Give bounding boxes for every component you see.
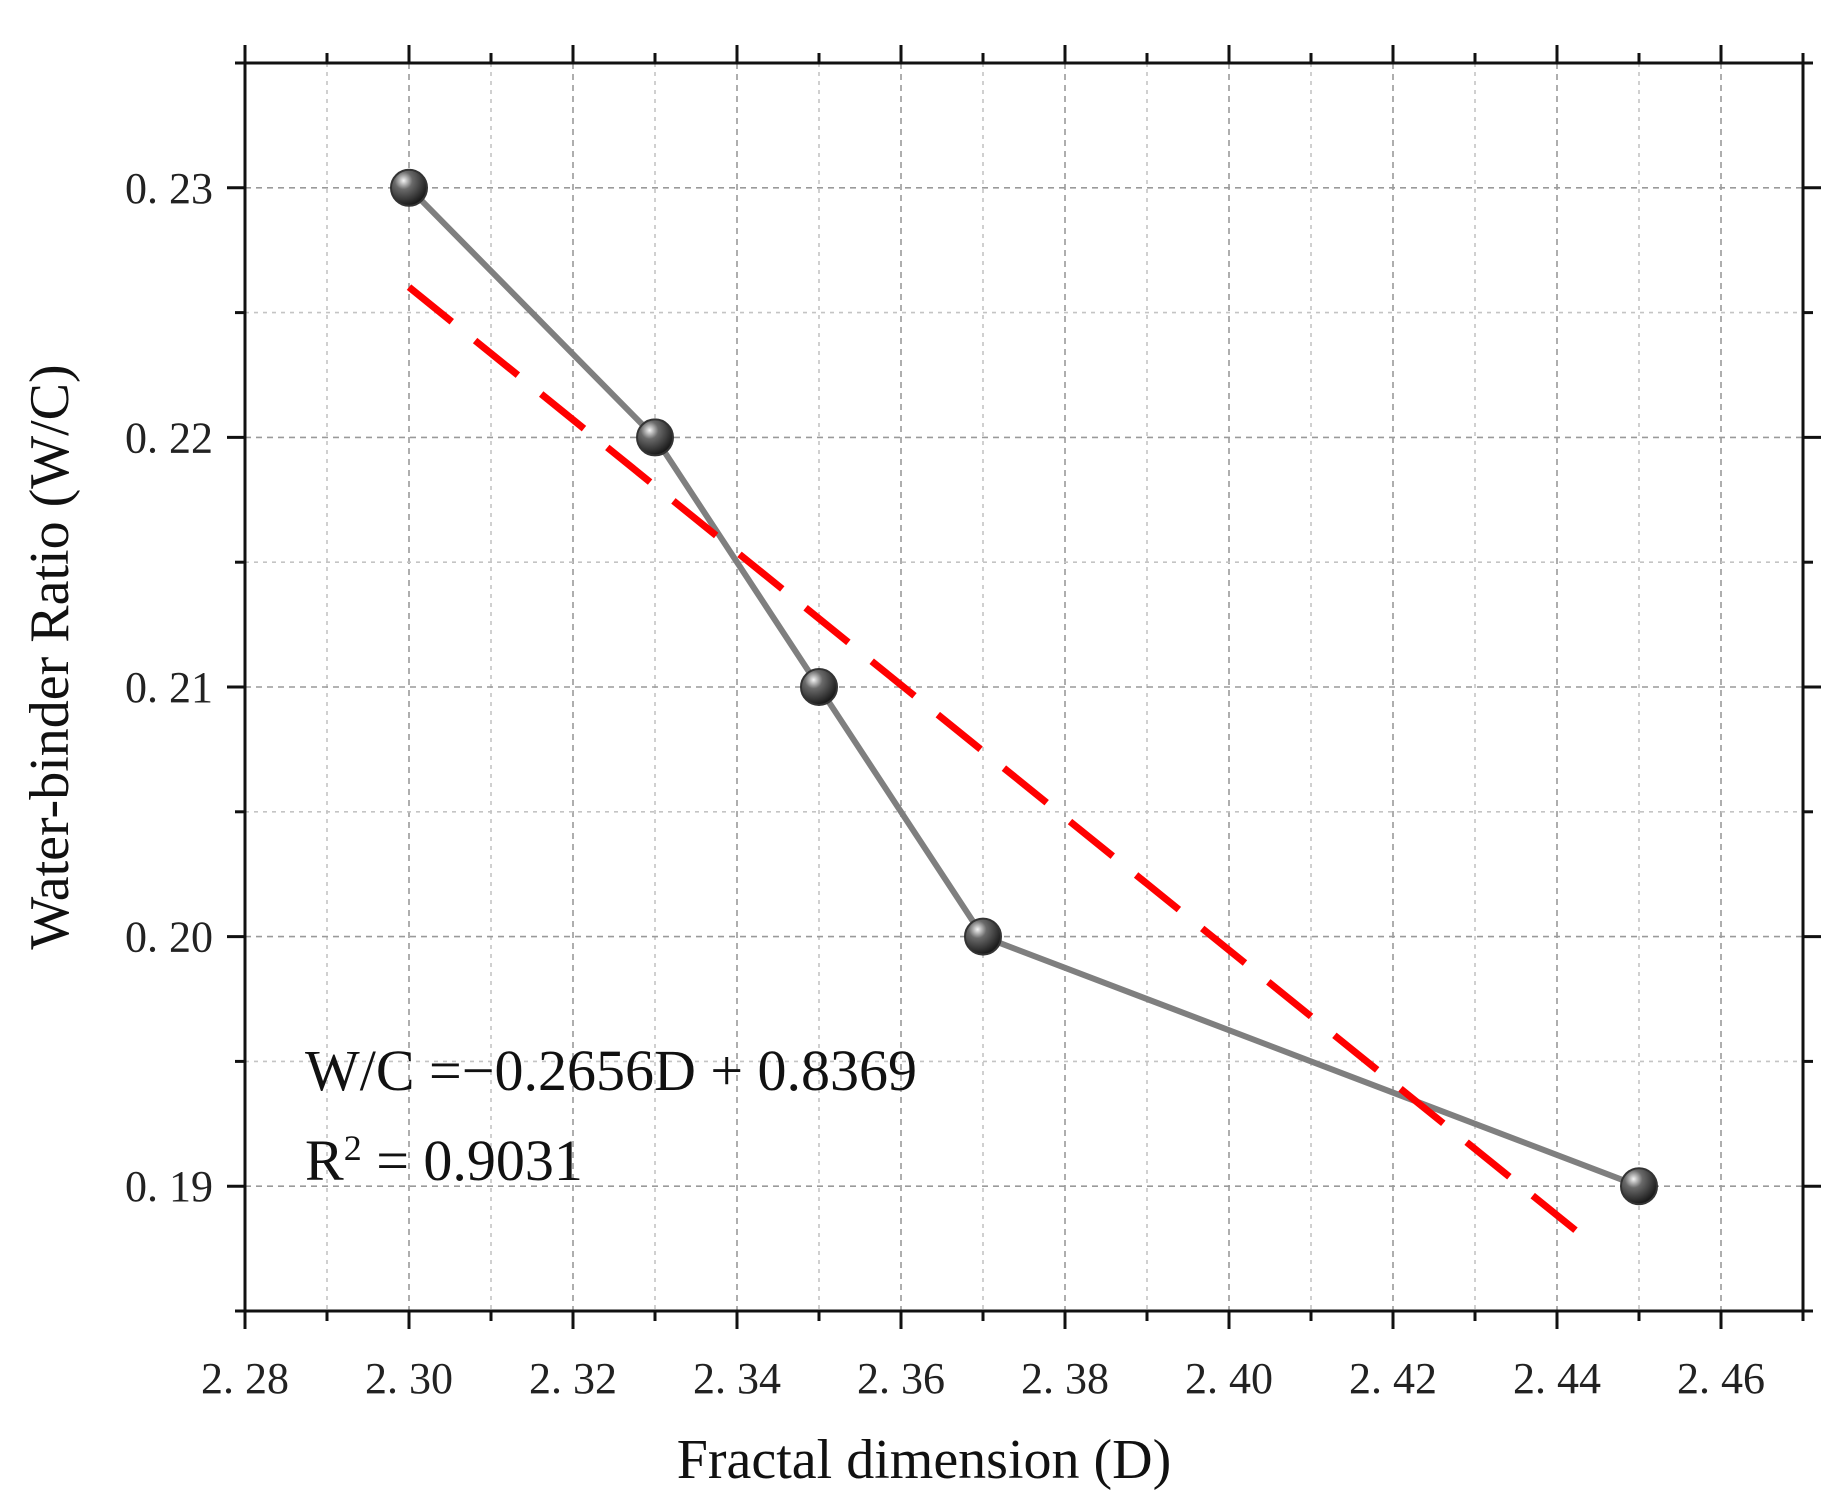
data-markers bbox=[390, 168, 1658, 1206]
r-squared: R2 = 0.9031 bbox=[305, 1128, 583, 1193]
tick-labels: 2. 28 2. 30 2. 32 2. 34 2. 36 2. 38 2. 40 2. 42… bbox=[125, 164, 1765, 1403]
x-tick-label: 2. 44 bbox=[1513, 1354, 1601, 1403]
fit-equation: W/C =−0.2656D + 0.8369 bbox=[305, 1038, 917, 1103]
r2-value: = 0.9031 bbox=[362, 1128, 583, 1193]
y-tick-label: 0. 19 bbox=[125, 1162, 213, 1211]
y-tick-label: 0. 23 bbox=[125, 164, 213, 213]
grid-lines bbox=[245, 63, 1803, 1311]
x-tick-label: 2. 40 bbox=[1185, 1354, 1273, 1403]
x-tick-label: 2. 46 bbox=[1677, 1354, 1765, 1403]
x-tick-label: 2. 32 bbox=[529, 1354, 617, 1403]
x-tick-label: 2. 34 bbox=[693, 1354, 781, 1403]
data-point bbox=[964, 917, 1002, 956]
y-tick-label: 0. 20 bbox=[125, 913, 213, 962]
data-point bbox=[1620, 1167, 1658, 1206]
r2-superscript: 2 bbox=[344, 1128, 362, 1168]
y-tick-label: 0. 21 bbox=[125, 663, 213, 712]
x-axis-title: Fractal dimension (D) bbox=[677, 1429, 1172, 1491]
data-point bbox=[800, 668, 838, 706]
x-tick-label: 2. 28 bbox=[201, 1354, 289, 1403]
r2-prefix: R bbox=[305, 1128, 344, 1193]
axis-ticks bbox=[227, 45, 1821, 1329]
y-tick-label: 0. 22 bbox=[125, 413, 213, 462]
data-point bbox=[636, 418, 674, 457]
x-tick-label: 2. 42 bbox=[1349, 1354, 1437, 1403]
x-tick-label: 2. 36 bbox=[857, 1354, 945, 1403]
x-tick-label: 2. 38 bbox=[1021, 1354, 1109, 1403]
data-point bbox=[390, 168, 428, 207]
x-tick-label: 2. 30 bbox=[365, 1354, 453, 1403]
fit-line bbox=[406, 284, 1601, 1252]
y-axis-title: Water-binder Ratio (W/C) bbox=[19, 364, 81, 949]
data-line bbox=[406, 185, 1641, 1190]
